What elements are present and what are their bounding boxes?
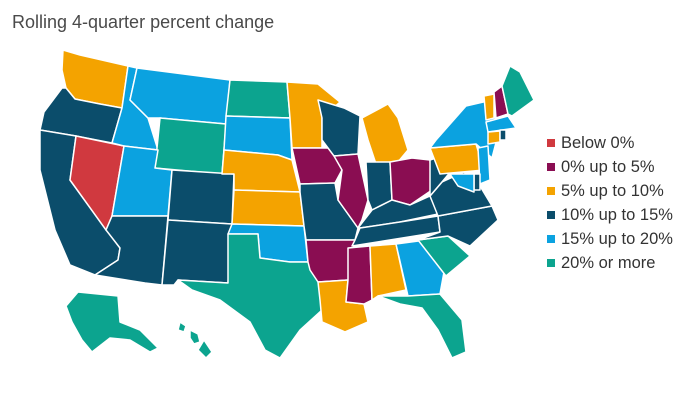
legend-swatch xyxy=(547,187,555,195)
legend-item-0-to-5: 0% up to 5% xyxy=(547,155,673,179)
state-al xyxy=(369,243,407,301)
state-tx xyxy=(177,233,323,359)
state-ms xyxy=(345,245,373,305)
state-wy xyxy=(154,117,227,175)
us-choropleth-map xyxy=(39,49,535,359)
legend-swatch xyxy=(547,259,555,267)
legend-label: 0% up to 5% xyxy=(561,157,655,176)
state-me xyxy=(501,65,535,117)
state-ny xyxy=(429,99,499,159)
state-fl xyxy=(377,293,467,359)
legend-label: Below 0% xyxy=(561,133,635,152)
state-co xyxy=(167,169,235,225)
state-de xyxy=(473,173,481,191)
legend-label: 15% up to 20% xyxy=(561,229,673,248)
legend-item-20-plus: 20% or more xyxy=(547,251,673,275)
state-nd xyxy=(225,79,291,119)
legend: Below 0% 0% up to 5% 5% up to 10% 10% up… xyxy=(547,131,673,275)
state-ia xyxy=(291,147,343,185)
state-vt xyxy=(483,93,495,121)
state-ak xyxy=(65,291,159,353)
state-ct xyxy=(487,130,501,145)
legend-swatch xyxy=(547,235,555,243)
state-hi xyxy=(177,321,213,359)
state-ks xyxy=(231,189,305,227)
legend-item-10-to-15: 10% up to 15% xyxy=(547,203,673,227)
state-ri xyxy=(499,129,507,141)
legend-swatch xyxy=(547,139,555,147)
state-mt xyxy=(129,67,231,125)
legend-swatch xyxy=(547,163,555,171)
legend-label: 10% up to 15% xyxy=(561,205,673,224)
state-nj xyxy=(477,145,491,185)
state-pa xyxy=(429,143,485,175)
state-mi xyxy=(361,103,409,165)
legend-label: 20% or more xyxy=(561,253,656,272)
state-il xyxy=(333,153,369,229)
state-md xyxy=(449,173,475,193)
legend-label: 5% up to 10% xyxy=(561,181,664,200)
states-layer xyxy=(39,49,535,359)
map-title: Rolling 4-quarter percent change xyxy=(12,12,275,32)
legend-item-15-to-20: 15% up to 20% xyxy=(547,227,673,251)
legend-item-5-to-10: 5% up to 10% xyxy=(547,179,673,203)
state-ma xyxy=(485,115,517,133)
state-nm xyxy=(161,219,233,286)
legend-item-below0: Below 0% xyxy=(547,131,673,155)
legend-swatch xyxy=(547,211,555,219)
